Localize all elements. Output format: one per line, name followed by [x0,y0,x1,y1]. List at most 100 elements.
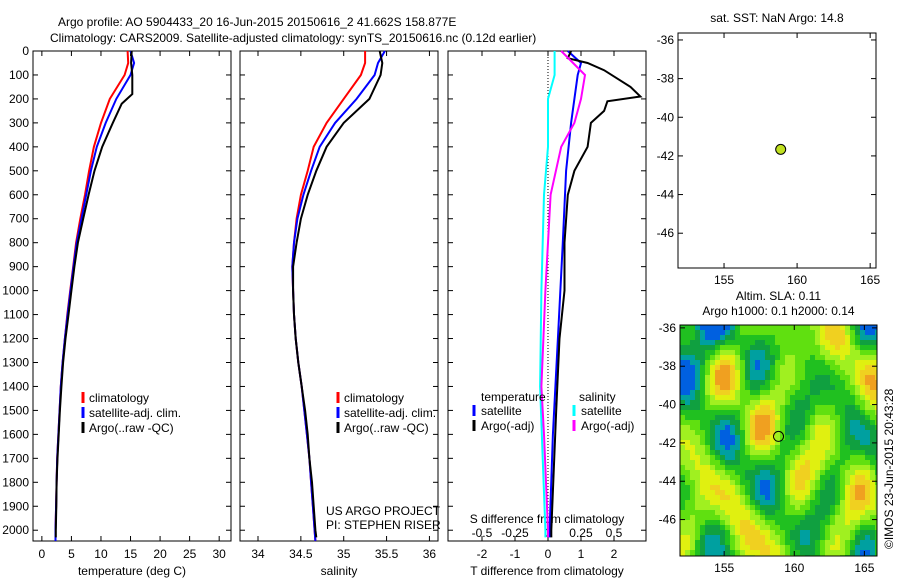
heatmap-cell [790,520,795,525]
heatmap-cell [770,520,775,525]
heatmap-cell [740,505,745,510]
heatmap-cell [755,490,760,495]
heatmap-cell [870,415,875,420]
heatmap-cell [725,455,730,460]
heatmap-cell [870,400,875,405]
heatmap-cell [845,380,850,385]
heatmap-cell [840,405,845,410]
heatmap-cell [745,435,750,440]
heatmap-cell [850,465,855,470]
heatmap-cell [790,420,795,425]
heatmap-cell [840,410,845,415]
heatmap-cell [765,500,770,505]
heatmap-cell [770,410,775,415]
heatmap-cell [820,360,825,365]
heatmap-cell [840,545,845,550]
heatmap-cell [780,335,785,340]
heatmap-cell [845,505,850,510]
heatmap-cell [815,455,820,460]
heatmap-cell [795,405,800,410]
heatmap-cell [800,445,805,450]
heatmap-cell [775,475,780,480]
heatmap-cell [820,370,825,375]
heatmap-cell [680,450,685,455]
heatmap-cell [760,455,765,460]
heatmap-cell [760,370,765,375]
argo-float-marker [775,143,787,155]
heatmap-cell [695,540,700,545]
heatmap-cell [865,420,870,425]
heatmap-cell [680,470,685,475]
heatmap-cell [850,440,855,445]
heatmap-cell [680,410,685,415]
heatmap-cell [870,355,875,360]
heatmap-cell [835,540,840,545]
heatmap-cell [720,515,725,520]
heatmap-cell [845,335,850,340]
heatmap-cell [750,540,755,545]
heatmap-cell [695,510,700,515]
heatmap-cell [835,445,840,450]
heatmap-cell [760,360,765,365]
heatmap-cell [695,335,700,340]
heatmap-cell [775,410,780,415]
heatmap-cell [790,325,795,330]
heatmap-cell [850,420,855,425]
heatmap-cell [730,360,735,365]
heatmap-cell [810,420,815,425]
heatmap-cell [755,495,760,500]
heatmap-cell [690,480,695,485]
heatmap-cell [690,325,695,330]
heatmap-cell [690,470,695,475]
heatmap-cell [800,325,805,330]
heatmap-cell [715,520,720,525]
heatmap-cell [865,330,870,335]
x2-tick-label: 0.5 [606,526,623,540]
heatmap-cell [860,535,865,540]
heatmap-cell [820,470,825,475]
heatmap-cell [740,515,745,520]
heatmap-cell [840,435,845,440]
heatmap-cell [695,455,700,460]
heatmap-cell [800,450,805,455]
heatmap-cell [805,350,810,355]
heatmap-cell [680,465,685,470]
heatmap-cell [805,325,810,330]
heatmap-cell [710,330,715,335]
heatmap-cell [715,445,720,450]
heatmap-cell [840,360,845,365]
heatmap-cell [705,380,710,385]
heatmap-cell [800,475,805,480]
heatmap-cell [700,340,705,345]
heatmap-cell [760,325,765,330]
heatmap-cell [795,345,800,350]
heatmap-cell [720,535,725,540]
heatmap-cell [795,415,800,420]
series-line-argo-raw-qc- [292,50,384,538]
heatmap-cell [840,475,845,480]
heatmap-cell [855,335,860,340]
heatmap-cell [875,460,877,465]
heatmap-cell [860,470,865,475]
heatmap-cell [860,330,865,335]
heatmap-cell [720,370,725,375]
heatmap-cell [740,360,745,365]
heatmap-cell [730,345,735,350]
heatmap-cell [840,430,845,435]
heatmap-cell [865,340,870,345]
legend-label: climatology [344,391,404,405]
heatmap-cell [735,420,740,425]
heatmap-cell [840,400,845,405]
heatmap-cell [695,330,700,335]
heatmap-cell [685,335,690,340]
heatmap-cell [725,405,730,410]
heatmap-cell [770,365,775,370]
heatmap-cell [860,370,865,375]
heatmap-cell [750,475,755,480]
heatmap-cell [730,515,735,520]
heatmap-cell [780,450,785,455]
heatmap-cell [705,510,710,515]
heatmap-cell [870,455,875,460]
heatmap-cell [840,465,845,470]
heatmap-cell [720,420,725,425]
